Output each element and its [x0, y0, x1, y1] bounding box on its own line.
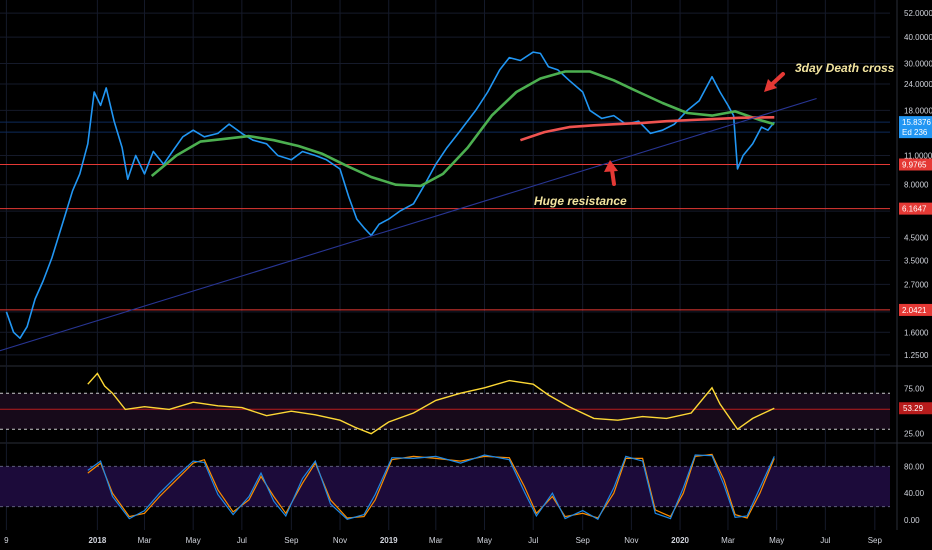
x-tick-label: May — [477, 536, 492, 545]
stoch-tick-label: 0.00 — [904, 516, 920, 525]
price-badge-bg — [899, 303, 932, 316]
panel-backgrounds — [0, 393, 890, 507]
price-badge-bg — [899, 202, 932, 215]
y-tick-label: 1.2500 — [904, 351, 929, 360]
rsi-band — [0, 393, 890, 430]
rsi-tick-label: 25.00 — [904, 430, 925, 439]
x-tick-label: Sep — [868, 536, 883, 545]
x-tick-label: Jul — [237, 536, 247, 545]
price-badge-label: 2.0421 — [902, 306, 927, 315]
x-tick-label: Nov — [624, 536, 638, 545]
annotation-death-cross: 3day Death cross — [795, 61, 895, 75]
x-tick-label: Mar — [429, 536, 443, 545]
x-tick-label: May — [186, 536, 201, 545]
trend-line — [0, 97, 817, 352]
rsi-line — [87, 372, 775, 435]
x-tick-label: Jul — [528, 536, 538, 545]
y-tick-label: 52.0000 — [904, 9, 932, 18]
price-badge-label: Ed 236 — [902, 128, 928, 137]
price-line — [5, 51, 775, 339]
x-tick-label: 2019 — [380, 536, 398, 545]
axes: 9 2018 Mar May Jul Sep Nov 2019 Mar May Jul Sep Nov 2… — [4, 0, 932, 545]
series-lines — [0, 51, 817, 521]
x-tick-label: 9 — [4, 536, 9, 545]
y-tick-label: 11.0000 — [904, 152, 932, 161]
price-badge-bg — [899, 158, 932, 171]
price-badge-bg — [899, 116, 932, 129]
x-tick-label: Sep — [284, 536, 299, 545]
moving-average-red — [519, 116, 775, 142]
price-badge-label: 15.8376 — [902, 118, 931, 127]
x-tick-label: May — [769, 536, 784, 545]
y-tick-label: 18.0000 — [904, 106, 932, 115]
stoch-tick-label: 40.00 — [904, 489, 925, 498]
annotation-huge-resistance: Huge resistance — [534, 194, 627, 208]
price-badge-label: 9.9765 — [902, 160, 927, 169]
stoch-tick-label: 80.00 — [904, 462, 925, 471]
rsi-badge-label: 53.29 — [903, 404, 924, 413]
moving-average-green — [150, 70, 775, 188]
price-badge-bg — [899, 126, 932, 139]
x-tick-label: Mar — [138, 536, 152, 545]
price-badge-label: 6.1647 — [902, 205, 927, 214]
grid-lines — [0, 0, 932, 530]
stoch-k-line — [87, 454, 775, 521]
x-tick-label: 2020 — [671, 536, 689, 545]
arrow-death-cross-head — [764, 79, 777, 92]
y-tick-label: 3.5000 — [904, 257, 929, 266]
y-tick-label: 2.7000 — [904, 280, 929, 289]
rsi-badge-bg — [899, 402, 932, 415]
y-tick-label: 4.5000 — [904, 233, 929, 242]
arrow-resistance-head — [604, 160, 618, 172]
stoch-band — [0, 466, 890, 507]
y-tick-label: 8.0000 — [904, 181, 929, 190]
y-tick-label: 24.0000 — [904, 80, 932, 89]
x-tick-label: 2018 — [88, 536, 106, 545]
x-tick-label: Mar — [721, 536, 735, 545]
level-lines — [0, 121, 890, 508]
y-tick-label: 40.0000 — [904, 33, 932, 42]
y-tick-label: 30.0000 — [904, 60, 932, 69]
x-tick-label: Sep — [576, 536, 591, 545]
arrow-resistance-shaft — [610, 168, 616, 186]
x-tick-label: Jul — [820, 536, 830, 545]
y-tick-label: 1.6000 — [904, 328, 929, 337]
rsi-tick-label: 75.00 — [904, 385, 925, 394]
x-tick-label: Nov — [333, 536, 347, 545]
annotation-arrows — [604, 72, 785, 186]
